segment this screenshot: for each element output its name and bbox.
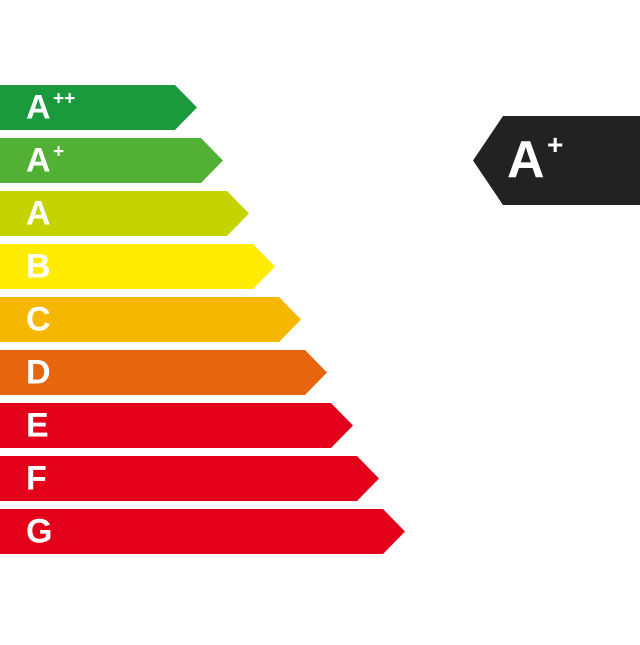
class-letter: A xyxy=(26,194,51,232)
class-letter: A xyxy=(26,88,51,126)
class-arrow xyxy=(0,191,249,236)
class-letter: A xyxy=(26,141,51,179)
class-letter: E xyxy=(26,406,49,444)
class-arrow xyxy=(0,403,353,448)
class-letter: D xyxy=(26,353,51,391)
class-sup: + xyxy=(53,142,64,163)
rating-letter: A xyxy=(507,131,545,189)
class-letter: C xyxy=(26,300,51,338)
class-arrow xyxy=(0,350,327,395)
class-arrow xyxy=(0,244,275,289)
rating-arrow xyxy=(473,116,640,205)
rating-sup: + xyxy=(547,129,563,160)
class-letter: F xyxy=(26,459,47,497)
class-letter: B xyxy=(26,247,51,285)
class-letter: G xyxy=(26,512,52,550)
class-arrow xyxy=(0,297,301,342)
class-sup: ++ xyxy=(53,89,75,110)
class-arrow xyxy=(0,456,379,501)
class-arrow xyxy=(0,138,223,183)
class-arrow xyxy=(0,85,197,130)
class-arrow xyxy=(0,509,405,554)
